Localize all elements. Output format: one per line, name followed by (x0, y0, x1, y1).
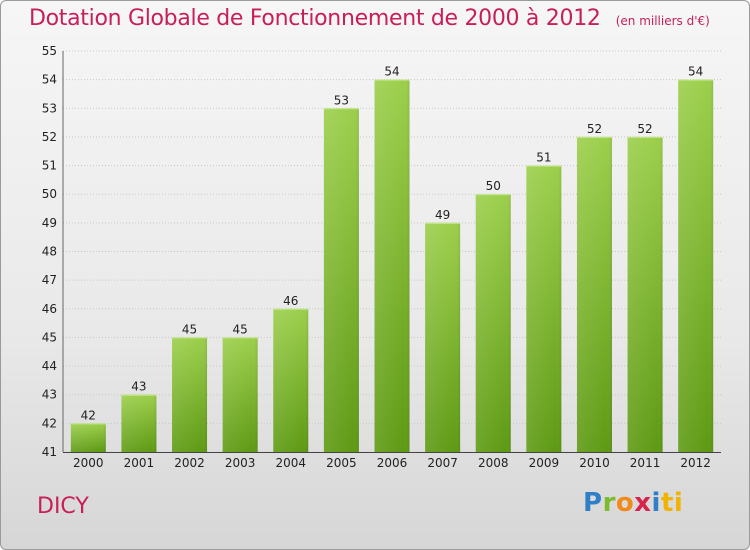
y-axis: 41 42 43 44 45 46 47 48 49 50 51 52 53 54 55 (42, 44, 64, 459)
bar-shade-2001 (121, 394, 157, 452)
y-tick-label: 55 (42, 44, 57, 58)
bar-shade-2006 (374, 79, 410, 453)
y-tick-label: 44 (42, 359, 57, 373)
x-tick-label: 2006 (377, 456, 408, 470)
x-tick-label: 2010 (579, 456, 610, 470)
bar-shade-2002 (172, 337, 208, 452)
bar-shade-2010 (576, 136, 612, 452)
y-tick-label: 50 (42, 187, 57, 201)
bar-shade-2012 (678, 79, 714, 453)
y-tick-label: 52 (42, 130, 57, 144)
bar-shade-2000 (70, 423, 106, 452)
y-tick-label: 51 (42, 159, 57, 173)
value-label: 54 (688, 65, 703, 79)
commune-name: DICY (37, 494, 89, 519)
value-label: 43 (131, 380, 146, 394)
x-tick-label: 2002 (174, 456, 205, 470)
x-tick-label: 2012 (680, 456, 711, 470)
y-tick-label: 43 (42, 388, 57, 402)
bar-shade-2004 (273, 308, 309, 452)
y-tick-label: 47 (42, 273, 57, 287)
x-axis: 2000 2001 2002 2003 2004 2005 2006 2007 2008 2009… (63, 452, 721, 470)
value-label: 49 (435, 208, 450, 222)
y-tick-label: 54 (42, 73, 57, 87)
y-tick-label: 48 (42, 245, 57, 259)
x-tick-label: 2001 (124, 456, 155, 470)
value-label: 52 (587, 122, 602, 136)
y-tick-label: 42 (42, 416, 57, 430)
y-tick-label: 46 (42, 302, 57, 316)
bar-shade-2009 (526, 165, 562, 453)
value-label: 50 (486, 179, 501, 193)
title-text: Dotation Globale de Fonctionnement de 20… (29, 6, 601, 31)
value-label: 45 (182, 322, 197, 336)
y-tick-label: 53 (42, 101, 57, 115)
x-tick-label: 2011 (630, 456, 661, 470)
proxiti-logo: Proxiti (583, 488, 684, 518)
x-tick-label: 2003 (225, 456, 256, 470)
x-tick-label: 2000 (73, 456, 104, 470)
x-tick-label: 2008 (478, 456, 509, 470)
x-tick-label: 2004 (275, 456, 306, 470)
y-tick-label: 45 (42, 330, 57, 344)
value-label: 53 (334, 93, 349, 107)
bar-shade-2005 (323, 108, 359, 453)
value-label: 42 (81, 408, 96, 422)
value-label: 51 (536, 151, 551, 165)
value-label: 45 (233, 322, 248, 336)
bar-shade-2003 (222, 337, 258, 452)
value-label: 54 (384, 65, 399, 79)
chart-title: Dotation Globale de Fonctionnement de 20… (29, 6, 710, 31)
bars: 42 43 45 45 46 53 54 49 50 51 52 52 54 (70, 65, 714, 453)
title-unit: (en milliers d'€) (615, 14, 710, 28)
x-tick-label: 2005 (326, 456, 357, 470)
x-tick-label: 2009 (529, 456, 560, 470)
bar-shade-2007 (425, 222, 461, 452)
y-tick-label: 49 (42, 216, 57, 230)
x-tick-label: 2007 (427, 456, 458, 470)
bar-shade-2008 (475, 194, 511, 452)
bar-shade-2011 (627, 136, 663, 452)
value-label: 52 (637, 122, 652, 136)
y-tick-label: 41 (42, 445, 57, 459)
value-label: 46 (283, 294, 298, 308)
